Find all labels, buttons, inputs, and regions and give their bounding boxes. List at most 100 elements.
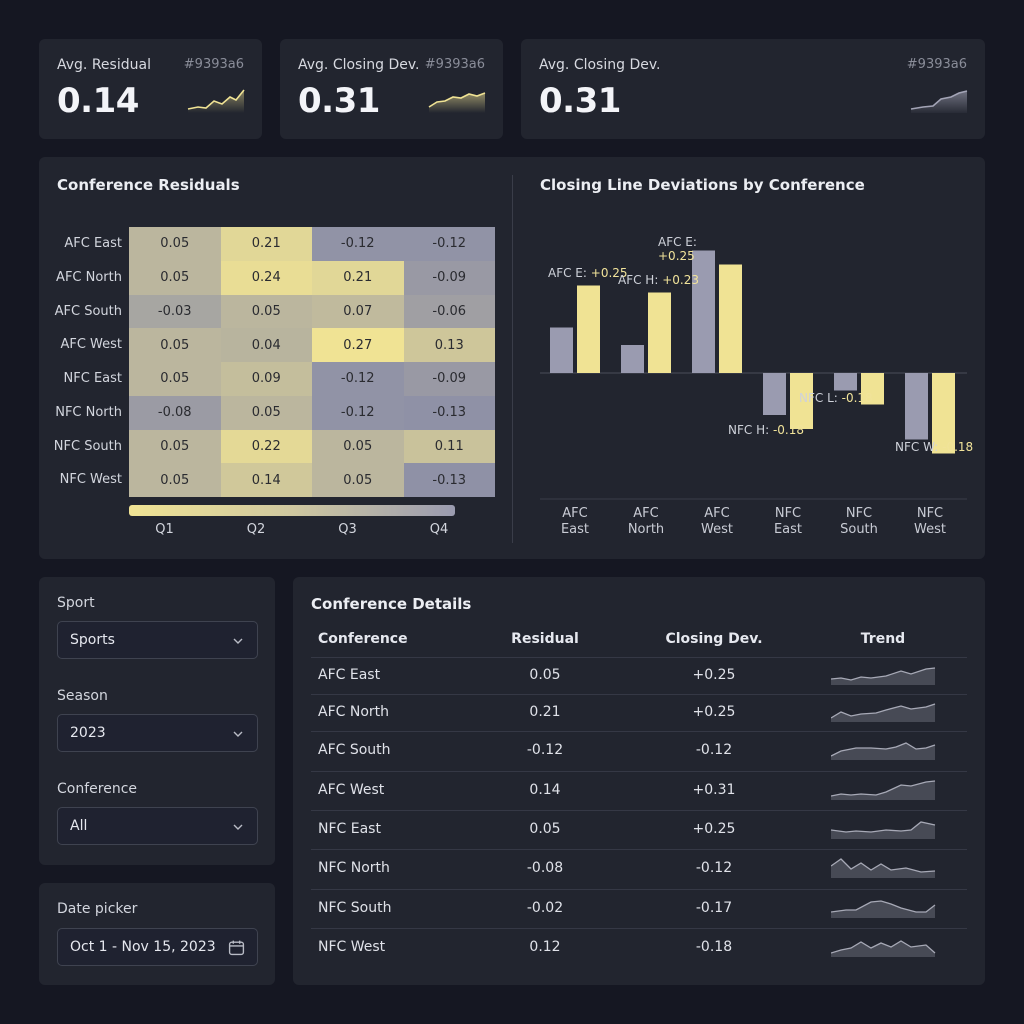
- heatmap-cell[interactable]: 0.05: [129, 260, 221, 295]
- heatmap-cell[interactable]: -0.09: [403, 260, 495, 295]
- table-row-divider: [311, 694, 967, 695]
- bar-yellow-3[interactable]: [790, 373, 813, 429]
- bar-yellow-5[interactable]: [932, 373, 955, 454]
- heatmap-cell[interactable]: 0.05: [129, 227, 221, 261]
- heatmap-cell[interactable]: 0.05: [312, 463, 404, 497]
- sparkline-icon: [187, 89, 245, 113]
- heatmap-cell[interactable]: -0.03: [129, 294, 221, 329]
- table-title: Conference Details: [311, 595, 472, 613]
- date-panel: Date picker Oct 1 - Nov 15, 2023: [39, 883, 275, 985]
- heatmap-cell[interactable]: 0.05: [312, 429, 404, 464]
- heatmap-cell[interactable]: -0.13: [403, 395, 495, 430]
- trend-sparkline: [831, 858, 936, 878]
- bar-category-label: AFC West: [701, 506, 733, 537]
- trend-sparkline: [831, 940, 936, 957]
- heatmap-cell[interactable]: -0.12: [312, 227, 404, 261]
- heatmap-cell[interactable]: -0.12: [312, 395, 404, 430]
- bar-annotation: NFC L: -0.18: [799, 391, 873, 405]
- heatmap-cell[interactable]: 0.05: [129, 362, 221, 396]
- chevron-down-icon: [233, 824, 243, 830]
- season-select[interactable]: 2023: [57, 714, 258, 752]
- trend-sparkline: [831, 742, 936, 760]
- heatmap-cell[interactable]: 0.11: [403, 429, 495, 464]
- bar-grey-2[interactable]: [692, 250, 715, 374]
- heatmap-row-label: NFC West: [59, 472, 122, 488]
- bar-annotation: NFC H: -0.18: [728, 423, 804, 437]
- sparkline-icon: [910, 90, 968, 113]
- heatmap-cell[interactable]: -0.12: [403, 227, 495, 261]
- heatmap-cell[interactable]: 0.27: [312, 328, 404, 362]
- heatmap-legend-bar: [129, 505, 455, 516]
- panel-divider: [512, 175, 513, 543]
- heatmap-cell[interactable]: 0.14: [220, 463, 312, 497]
- cell-closing-dev: +0.25: [692, 666, 736, 683]
- bar-yellow-0[interactable]: [577, 285, 600, 374]
- heatmap-row-label: AFC East: [64, 236, 122, 251]
- cell-closing-dev: +0.31: [692, 781, 736, 798]
- heatmap-cell[interactable]: -0.12: [312, 362, 404, 396]
- bar-annotation-prefix: NFC W:: [895, 439, 939, 454]
- heatmap-cell[interactable]: 0.21: [312, 260, 404, 295]
- heatmap-cell[interactable]: 0.05: [129, 328, 221, 362]
- heatmap-cell[interactable]: 0.24: [220, 260, 312, 295]
- cell-closing-dev: -0.12: [695, 860, 733, 876]
- conference-details-panel: [293, 577, 985, 985]
- trend-sparkline: [831, 666, 936, 685]
- trend-sparkline: [831, 702, 936, 722]
- cell-conference: NFC North: [318, 860, 390, 876]
- cell-conference: AFC East: [318, 666, 381, 683]
- bar-annotation-prefix: NFC L:: [799, 390, 838, 405]
- heatmap-cell[interactable]: 0.13: [403, 328, 495, 362]
- trend-sparkline: [831, 899, 936, 918]
- heatmap-cell[interactable]: 0.07: [312, 294, 404, 329]
- conference-select[interactable]: All: [57, 807, 258, 845]
- heatmap-cell[interactable]: 0.22: [220, 429, 312, 464]
- kpi-card-avg-closing-dev: Avg. Closing Dev. #9393a6 0.31: [280, 39, 503, 139]
- heatmap-cell[interactable]: -0.13: [403, 463, 495, 497]
- heatmap-cell[interactable]: 0.05: [129, 463, 221, 497]
- heatmap-cell[interactable]: -0.08: [129, 395, 221, 430]
- cell-conference: AFC South: [318, 742, 391, 758]
- heatmap-cell[interactable]: -0.09: [403, 362, 495, 396]
- cell-conference: NFC South: [318, 899, 392, 916]
- cell-closing-dev: -0.17: [695, 899, 733, 916]
- column-header-trend[interactable]: Trend: [860, 631, 906, 647]
- heatmap-row-label: NFC North: [55, 404, 122, 420]
- bar-yellow-4[interactable]: [861, 373, 884, 405]
- calendar-icon[interactable]: [228, 939, 245, 956]
- table-row-divider: [311, 889, 967, 890]
- heatmap-cell[interactable]: 0.21: [220, 227, 312, 261]
- kpi-card-avg-closing-dev-2: Avg. Closing Dev. #9393a6 0.31: [521, 39, 985, 139]
- bar-grey-3[interactable]: [763, 373, 786, 415]
- bar-grey-0[interactable]: [550, 327, 573, 374]
- kpi-card-avg-residual: Avg. Residual #9393a6 0.14: [39, 39, 262, 139]
- bar-grey-5[interactable]: [905, 373, 928, 440]
- bar-annotation-prefix: AFC E:: [658, 234, 697, 249]
- bar-annotation-value: +0.25: [590, 265, 628, 280]
- bar-yellow-2[interactable]: [719, 264, 742, 374]
- heatmap-row-label: NFC South: [53, 438, 122, 454]
- heatmap-cell[interactable]: 0.05: [129, 429, 221, 464]
- cell-residual: 0.05: [529, 666, 561, 683]
- cell-residual: -0.02: [526, 899, 564, 916]
- cell-residual: 0.12: [529, 939, 561, 955]
- heatmap-col-label: Q3: [338, 522, 357, 537]
- bar-grey-1[interactable]: [621, 345, 644, 373]
- heatmap-cell[interactable]: 0.09: [220, 362, 312, 396]
- bar-annotation: AFC H: +0.23: [618, 273, 699, 287]
- heatmap-cell[interactable]: 0.05: [220, 294, 312, 329]
- kpi-label: Avg. Closing Dev.: [298, 57, 420, 73]
- sport-select[interactable]: Sports: [57, 621, 258, 659]
- table-row-divider: [311, 928, 967, 929]
- bar-yellow-1[interactable]: [648, 292, 671, 374]
- column-header-closing-dev[interactable]: Closing Dev.: [665, 631, 763, 647]
- heatmap-cell[interactable]: 0.05: [220, 395, 312, 430]
- column-header-residual[interactable]: Residual: [511, 631, 579, 647]
- heatmap-cell[interactable]: -0.06: [403, 294, 495, 329]
- heatmap-cell[interactable]: 0.04: [220, 328, 312, 362]
- date-picker-input[interactable]: Oct 1 - Nov 15, 2023: [57, 928, 258, 966]
- column-header-conference[interactable]: Conference: [318, 631, 408, 647]
- cell-conference: NFC West: [318, 939, 386, 955]
- bar-grey-4[interactable]: [834, 373, 857, 391]
- date-picker-label: Date picker: [57, 901, 138, 917]
